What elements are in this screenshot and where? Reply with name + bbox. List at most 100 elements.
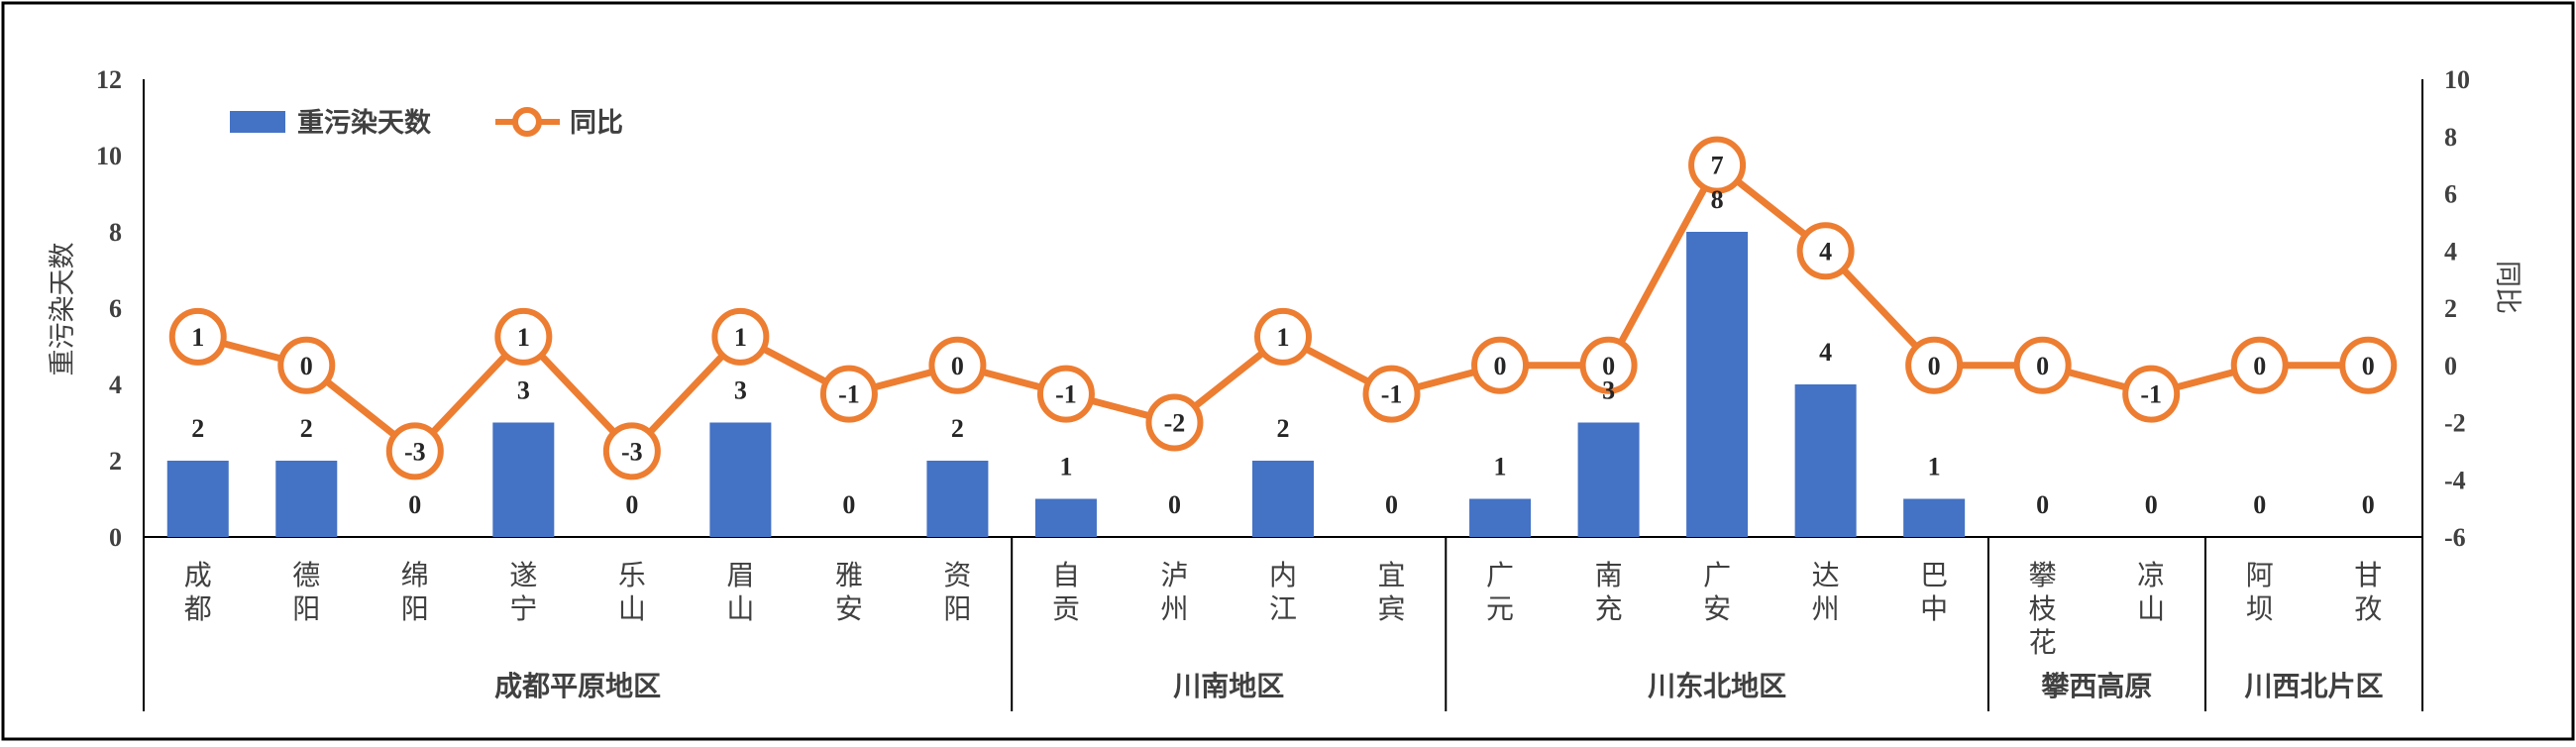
y-tick-label: 12 (96, 65, 122, 94)
group-label: 成都平原地区 (494, 671, 661, 702)
line-marker (1254, 307, 1312, 366)
bar-value-label: 3 (734, 376, 747, 405)
y2-tick-label: 10 (2444, 65, 2470, 94)
x-tick-label: 江 (1269, 593, 1297, 625)
bar (1469, 498, 1532, 537)
group-label: 川西北片区 (2244, 671, 2383, 702)
y2-tick-label: -6 (2444, 523, 2466, 552)
line-value-label: 0 (2253, 352, 2266, 380)
line-value-label: 1 (191, 323, 204, 352)
y2-tick-label: -2 (2444, 409, 2466, 438)
bar (709, 422, 772, 537)
bar-value-label: 0 (2145, 490, 2158, 519)
line-value-label: 0 (951, 352, 964, 380)
x-tick-label: 自 (1052, 560, 1080, 591)
line-value-label: -1 (1381, 380, 1403, 409)
line-value-label: 0 (1602, 352, 1615, 380)
bar-value-label: 0 (2036, 490, 2049, 519)
x-tick-label: 达 (1812, 560, 1840, 591)
legend-bar-label: 重污染天数 (297, 108, 432, 139)
x-tick-label: 眉 (726, 561, 754, 591)
group-label: 川南地区 (1173, 671, 1284, 702)
bar (1903, 498, 1966, 537)
bar (1794, 384, 1857, 537)
line-marker (1145, 393, 1204, 452)
line-marker (1905, 336, 1964, 394)
x-tick-label: 孜 (2354, 593, 2382, 625)
bar-value-label: 2 (191, 414, 204, 443)
x-tick-label: 阳 (292, 594, 320, 625)
bar-value-label: 2 (300, 414, 313, 443)
y-tick-label: 0 (109, 523, 122, 552)
bar (1577, 422, 1640, 537)
line-value-label: 1 (1277, 323, 1290, 352)
line-marker (1579, 336, 1638, 394)
line-value-label: 1 (517, 323, 530, 352)
bar-value-label: 1 (1928, 453, 1941, 481)
bar-value-label: 0 (2362, 490, 2375, 519)
x-tick-label: 成 (184, 560, 212, 591)
x-tick-label: 山 (726, 593, 754, 625)
x-tick-label: 州 (1160, 594, 1188, 625)
x-tick-label: 德 (292, 560, 320, 591)
y2-tick-label: -4 (2444, 466, 2466, 494)
x-tick-label: 攀 (2029, 560, 2057, 591)
line-marker (494, 307, 553, 366)
x-tick-label: 宜 (1378, 560, 1406, 591)
bar-value-label: 1 (1059, 453, 1072, 481)
bar-value-label: 0 (2253, 490, 2266, 519)
bar (926, 461, 989, 537)
x-tick-label: 山 (2137, 593, 2165, 625)
y2-tick-label: 0 (2444, 352, 2457, 380)
x-tick-label: 泸 (1160, 560, 1188, 591)
line-marker (1036, 365, 1095, 423)
bar (1686, 232, 1749, 537)
y2-tick-label: 8 (2444, 123, 2457, 152)
line-value-label: -1 (1055, 380, 1077, 409)
x-tick-label: 宁 (509, 593, 537, 625)
x-tick-label: 充 (1595, 593, 1623, 625)
line-marker (2339, 336, 2398, 394)
x-tick-label: 阳 (401, 594, 429, 625)
x-tick-label: 资 (943, 560, 971, 591)
x-tick-label: 阳 (943, 594, 971, 625)
line-marker (385, 422, 444, 480)
line-value-label: 0 (1928, 352, 1941, 380)
bar-value-label: 1 (1494, 453, 1507, 481)
bar-value-label: 8 (1711, 185, 1724, 214)
x-tick-label: 南 (1595, 560, 1623, 591)
legend-line-label: 同比 (570, 108, 623, 139)
x-tick-label: 贡 (1052, 594, 1080, 625)
line-value-label: 1 (734, 323, 747, 352)
line-marker (2230, 336, 2289, 394)
y-tick-label: 10 (96, 142, 122, 170)
y-tick-label: 2 (109, 447, 122, 476)
bar-value-label: 0 (1385, 490, 1398, 519)
legend-bar-swatch (230, 111, 285, 133)
bar (1034, 498, 1097, 537)
bar-value-label: 2 (951, 414, 964, 443)
line-value-label: -1 (2140, 380, 2162, 409)
line-marker (711, 307, 770, 366)
x-tick-label: 广 (1486, 560, 1514, 591)
bar (166, 461, 229, 537)
x-tick-label: 凉 (2137, 560, 2165, 591)
bar-value-label: 0 (625, 490, 638, 519)
y2-tick-label: 6 (2444, 180, 2457, 209)
y-tick-label: 6 (109, 294, 122, 323)
line-marker (2013, 336, 2072, 394)
x-tick-label: 内 (1269, 560, 1297, 591)
line-marker (168, 307, 227, 366)
bar-value-label: 0 (842, 490, 855, 519)
x-tick-label: 安 (1703, 593, 1731, 625)
line-value-label: -3 (404, 437, 426, 466)
line-marker (819, 365, 878, 423)
line-value-label: 0 (2036, 352, 2049, 380)
legend-line-marker (512, 107, 542, 137)
y2-tick-label: 2 (2444, 294, 2457, 323)
line-marker (277, 336, 336, 394)
x-tick-label: 绵 (401, 560, 429, 591)
line-value-label: 0 (2362, 352, 2375, 380)
